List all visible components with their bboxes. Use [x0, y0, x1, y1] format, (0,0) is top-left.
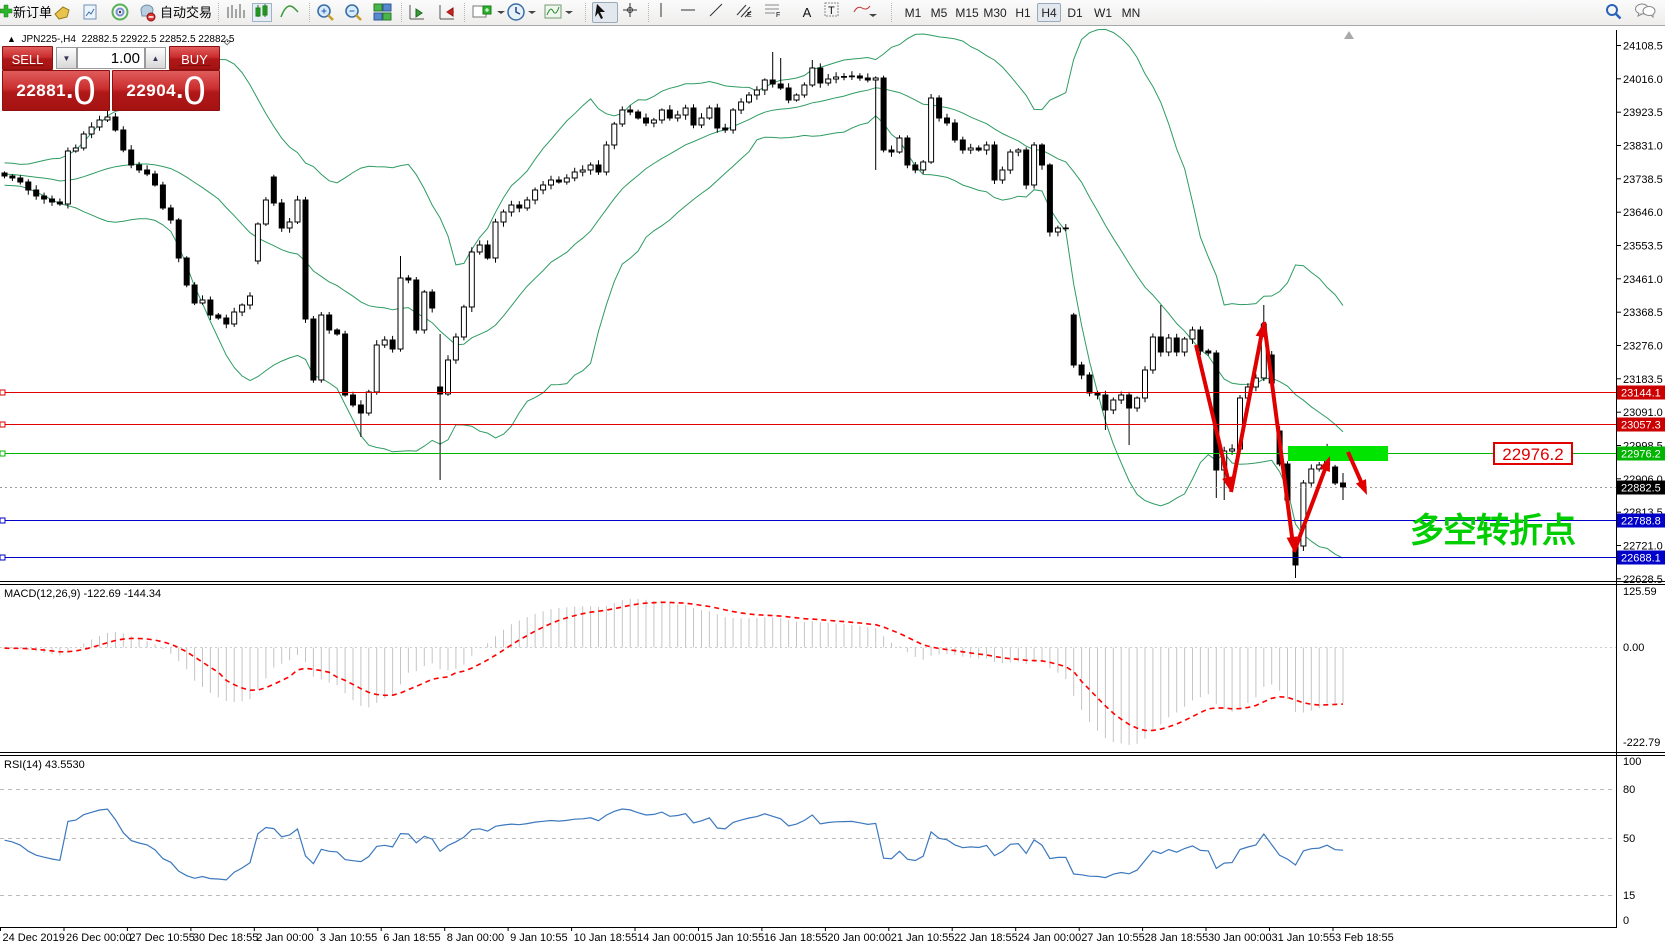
svg-text:30 Dec 18:55: 30 Dec 18:55	[193, 932, 258, 944]
svg-text:24108.5: 24108.5	[1623, 41, 1663, 53]
svg-text:0: 0	[1623, 915, 1629, 927]
svg-text:8 Jan 00:00: 8 Jan 00:00	[447, 932, 505, 944]
svg-text:22688.1: 22688.1	[1621, 553, 1661, 565]
svg-text:0.00: 0.00	[1623, 642, 1644, 654]
svg-text:20 Jan 00:00: 20 Jan 00:00	[827, 932, 891, 944]
svg-text:MACD(12,26,9) -122.69 -144.34: MACD(12,26,9) -122.69 -144.34	[4, 588, 161, 600]
svg-text:22 Jan 18:55: 22 Jan 18:55	[954, 932, 1018, 944]
svg-text:6 Jan 18:55: 6 Jan 18:55	[383, 932, 441, 944]
svg-text:23646.0: 23646.0	[1623, 207, 1663, 219]
svg-text:新订单: 新订单	[13, 5, 52, 20]
svg-text:23831.0: 23831.0	[1623, 141, 1663, 153]
svg-text:T: T	[828, 5, 835, 17]
svg-text:24 Jan 00:00: 24 Jan 00:00	[1018, 932, 1082, 944]
svg-text:10 Jan 18:55: 10 Jan 18:55	[574, 932, 638, 944]
svg-text:3 Jan 10:55: 3 Jan 10:55	[320, 932, 378, 944]
svg-text:23144.1: 23144.1	[1621, 388, 1661, 400]
svg-text:22882.5: 22882.5	[1621, 483, 1661, 495]
svg-text:E: E	[747, 12, 752, 18]
svg-text:31 Jan 10:55: 31 Jan 10:55	[1272, 932, 1336, 944]
svg-text:26 Dec 00:00: 26 Dec 00:00	[66, 932, 131, 944]
svg-text:23368.5: 23368.5	[1623, 307, 1663, 319]
svg-text:14 Jan 00:00: 14 Jan 00:00	[637, 932, 701, 944]
svg-text:28 Jan 18:55: 28 Jan 18:55	[1145, 932, 1209, 944]
svg-text:24016.0: 24016.0	[1623, 74, 1663, 86]
svg-text:21 Jan 10:55: 21 Jan 10:55	[891, 932, 955, 944]
svg-text:15: 15	[1623, 890, 1635, 902]
svg-text:9 Jan 10:55: 9 Jan 10:55	[510, 932, 567, 944]
svg-text:23461.0: 23461.0	[1623, 274, 1663, 286]
svg-text:-222.79: -222.79	[1623, 737, 1660, 749]
svg-text:3 Feb 18:55: 3 Feb 18:55	[1335, 932, 1394, 944]
svg-text:F: F	[776, 12, 780, 18]
svg-text:23091.0: 23091.0	[1623, 407, 1663, 419]
svg-text:27 Dec 10:55: 27 Dec 10:55	[129, 932, 194, 944]
svg-text:100: 100	[1623, 756, 1641, 768]
svg-text:23183.5: 23183.5	[1623, 374, 1663, 386]
svg-text:30 Jan 00:00: 30 Jan 00:00	[1208, 932, 1272, 944]
svg-text:22788.8: 22788.8	[1621, 516, 1661, 528]
svg-text:22721.0: 22721.0	[1623, 541, 1663, 553]
svg-text:50: 50	[1623, 833, 1635, 845]
svg-text:23923.5: 23923.5	[1623, 107, 1663, 119]
svg-text:23553.5: 23553.5	[1623, 241, 1663, 253]
svg-text:27 Jan 10:55: 27 Jan 10:55	[1081, 932, 1145, 944]
svg-text:23738.5: 23738.5	[1623, 174, 1663, 186]
svg-text:80: 80	[1623, 784, 1635, 796]
svg-text:22628.5: 22628.5	[1623, 574, 1663, 586]
svg-text:23057.3: 23057.3	[1621, 420, 1661, 432]
svg-text:2 Jan 00:00: 2 Jan 00:00	[256, 932, 314, 944]
svg-text:RSI(14) 43.5530: RSI(14) 43.5530	[4, 759, 85, 771]
svg-text:15 Jan 10:55: 15 Jan 10:55	[701, 932, 765, 944]
svg-text:22976.2: 22976.2	[1502, 445, 1563, 464]
svg-text:23276.0: 23276.0	[1623, 341, 1663, 353]
svg-text:22976.2: 22976.2	[1621, 449, 1661, 461]
svg-text:自动交易: 自动交易	[160, 5, 212, 20]
svg-text:多空转折点: 多空转折点	[1410, 512, 1576, 550]
svg-text:16 Jan 18:55: 16 Jan 18:55	[764, 932, 828, 944]
svg-text:125.59: 125.59	[1623, 586, 1657, 598]
svg-text:24 Dec 2019: 24 Dec 2019	[3, 932, 65, 944]
